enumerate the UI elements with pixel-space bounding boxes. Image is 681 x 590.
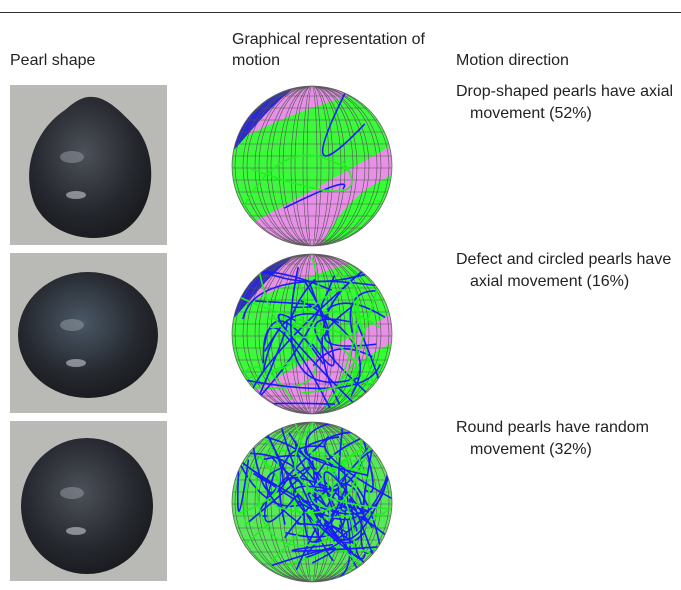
top-rule <box>0 12 681 13</box>
column-header: Motion direction <box>456 52 569 69</box>
motion-direction: Defect and circled pearls have axial mov… <box>456 251 672 290</box>
highlight <box>66 527 86 535</box>
highlight <box>66 191 86 199</box>
column-header: Graphical representation of motion <box>232 31 425 69</box>
sphere-content <box>232 86 392 246</box>
sphere-outline <box>231 85 393 247</box>
pearl <box>18 272 158 398</box>
pearl-photo <box>10 421 167 581</box>
pearl-photo <box>10 85 167 245</box>
highlight <box>60 151 84 163</box>
highlight <box>66 359 86 367</box>
pearl <box>21 438 153 574</box>
motion-sphere <box>231 253 393 415</box>
highlight <box>60 319 84 331</box>
pearl <box>29 96 152 238</box>
sphere-outline <box>231 253 393 415</box>
column-header: Pearl shape <box>10 52 96 69</box>
sphere-outline <box>231 421 393 583</box>
sphere-content <box>232 422 392 582</box>
motion-sphere <box>231 421 393 583</box>
motion-sphere <box>231 85 393 247</box>
motion-direction: Round pearls have random movement (32%) <box>456 419 650 458</box>
pearl-photo <box>10 253 167 413</box>
sphere-content <box>232 254 392 414</box>
motion-direction: Drop-shaped pearls have axial movement (… <box>456 83 674 122</box>
highlight <box>60 487 84 499</box>
